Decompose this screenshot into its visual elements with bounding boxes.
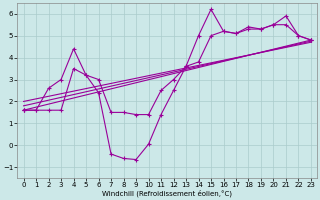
- X-axis label: Windchill (Refroidissement éolien,°C): Windchill (Refroidissement éolien,°C): [102, 190, 232, 197]
